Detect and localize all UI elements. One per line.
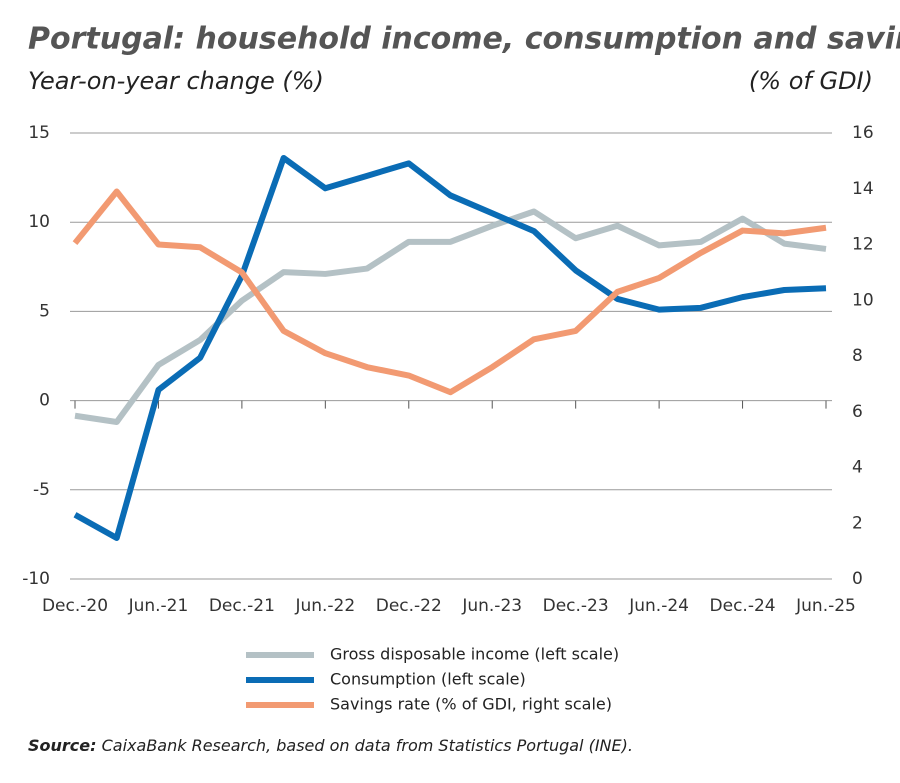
y2-tick-label: 6 [852,402,863,422]
x-tick-label: Dec.-22 [376,596,442,616]
x-tick-label: Jun.-21 [128,596,189,616]
source: Source: CaixaBank Research, based on dat… [28,736,633,755]
x-tick-label: Jun.-25 [795,596,856,616]
y-tick-label: -5 [33,480,50,500]
x-tick-label: Jun.-22 [294,596,355,616]
line [73,154,827,541]
y-tick-label: 5 [39,301,50,321]
y2-axis-label: (% of GDI) [749,67,873,95]
y2-tick-label: 0 [852,569,863,589]
legend-label: Consumption (left scale) [330,670,526,689]
y-tick-label: 15 [28,123,50,143]
y2-tick-label: 10 [852,290,874,310]
y-tick-label: 0 [39,391,50,411]
line [74,208,827,426]
y-tick-label: 10 [28,212,50,232]
y2-tick-label: 4 [852,458,863,478]
y2-tick-label: 2 [852,513,863,533]
y-axis-label: Year-on-year change (%) [28,67,324,95]
y2-tick-label: 8 [852,346,863,366]
x-tick-label: Dec.-24 [710,596,776,616]
legend-label: Gross disposable income (left scale) [330,645,619,664]
x-tick-label: Dec.-23 [543,596,609,616]
x-tick-label: Jun.-23 [461,596,522,616]
y2-tick-label: 12 [852,235,874,255]
x-tick-label: Dec.-20 [42,596,108,616]
x-tick-label: Dec.-21 [209,596,275,616]
source-label: Source: [28,736,97,755]
y-tick-label: -10 [22,569,50,589]
source-text: CaixaBank Research, based on data from S… [102,736,633,755]
legend-label: Savings rate (% of GDI, right scale) [330,695,612,714]
y2-tick-label: 16 [852,123,874,143]
line [72,188,827,396]
x-tick-label: Jun.-24 [628,596,689,616]
y2-tick-label: 14 [852,179,874,199]
chart-title: Portugal: household income, consumption … [28,22,900,57]
